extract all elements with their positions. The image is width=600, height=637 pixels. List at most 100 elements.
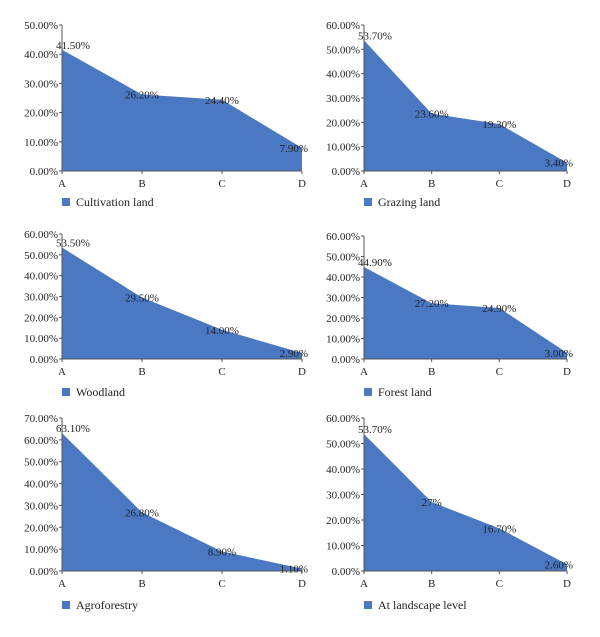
x-tick-label: B (428, 578, 435, 590)
x-tick-label: C (218, 366, 225, 378)
y-tick-label: 50.00% (24, 20, 58, 32)
x-tick-label: A (360, 578, 368, 590)
data-label: 23.60% (415, 109, 449, 121)
chart-panel-5: 0.00% 10.00% 20.00% 30.00% 40.00% 50.00% 60.00… (24, 413, 308, 612)
y-tick-label: 40.00% (24, 271, 58, 283)
y-tick-label: 20.00% (24, 108, 58, 120)
legend-swatch (62, 388, 70, 396)
y-tick-label: 0.00% (30, 566, 58, 578)
y-tick-label: 30.00% (326, 293, 360, 305)
area-series (62, 433, 302, 571)
legend-swatch (364, 601, 372, 609)
x-tick-label: D (298, 366, 306, 378)
y-tick-label: 40.00% (326, 464, 360, 476)
data-label: 3.40% (545, 158, 573, 170)
y-tick-label: 30.00% (326, 93, 360, 105)
y-tick-label: 10.00% (24, 137, 58, 149)
legend-label: Agroforestry (76, 598, 138, 612)
x-tick-label: C (218, 578, 225, 590)
x-tick-label: C (496, 366, 503, 378)
x-tick-label: D (563, 578, 571, 590)
y-tick-label: 20.00% (326, 117, 360, 129)
x-tick-label: B (138, 178, 145, 190)
y-tick-label: 20.00% (326, 515, 360, 527)
data-label: 27% (422, 497, 442, 509)
data-label: 1.10% (280, 564, 308, 576)
data-label: 2.60% (545, 559, 573, 571)
legend-swatch (364, 388, 372, 396)
legend-label: Grazing land (378, 195, 440, 209)
legend-swatch (62, 198, 70, 206)
data-label: 41.50% (56, 40, 90, 52)
area-series (364, 40, 567, 171)
chart-panel-6: 0.00% 10.00% 20.00% 30.00% 40.00% 50.00% 60.00… (326, 413, 573, 612)
data-label: 14.00% (205, 325, 239, 337)
area-series (62, 247, 302, 359)
data-label: 27.20% (415, 298, 449, 310)
legend-label: At landscape level (378, 598, 467, 612)
y-tick-label: 0.00% (332, 354, 360, 366)
data-label: 19.30% (482, 119, 516, 131)
area-series (62, 49, 302, 171)
x-tick-label: A (58, 578, 66, 590)
chart-panel-3: 0.00% 10.00% 20.00% 30.00% 40.00% 50.00% 60.00… (24, 229, 308, 399)
data-label: 53.50% (56, 238, 90, 250)
data-label: 63.10% (56, 423, 90, 435)
y-tick-label: 0.00% (30, 354, 58, 366)
data-label: 3.00% (545, 348, 573, 360)
y-tick-label: 60.00% (326, 231, 360, 243)
y-tick-label: 0.00% (332, 166, 360, 178)
x-tick-label: C (496, 178, 503, 190)
legend-label: Woodland (76, 385, 125, 399)
y-tick-label: 50.00% (326, 252, 360, 264)
y-tick-label: 50.00% (326, 44, 360, 56)
x-tick-label: D (563, 366, 571, 378)
y-tick-label: 60.00% (24, 435, 58, 447)
y-tick-label: 40.00% (24, 49, 58, 61)
data-label: 2.90% (280, 348, 308, 360)
area-series (364, 434, 567, 571)
y-tick-label: 10.00% (24, 333, 58, 345)
y-tick-label: 10.00% (24, 544, 58, 556)
x-tick-label: A (360, 366, 368, 378)
y-tick-label: 70.00% (24, 413, 58, 425)
y-tick-label: 20.00% (24, 522, 58, 534)
x-tick-label: D (563, 178, 571, 190)
y-tick-label: 50.00% (24, 250, 58, 262)
x-tick-label: A (58, 366, 66, 378)
data-label: 24.90% (482, 303, 516, 315)
legend-swatch (364, 198, 372, 206)
legend-swatch (62, 601, 70, 609)
x-tick-label: C (496, 578, 503, 590)
data-label: 53.70% (358, 424, 392, 436)
data-label: 16.70% (482, 523, 516, 535)
x-tick-label: B (428, 178, 435, 190)
area-series (364, 267, 567, 359)
data-label: 53.70% (358, 30, 392, 42)
y-tick-label: 10.00% (326, 142, 360, 154)
legend-label: Cultivation land (76, 195, 154, 209)
y-tick-label: 10.00% (326, 334, 360, 346)
y-tick-label: 40.00% (24, 479, 58, 491)
data-label: 29.50% (125, 293, 159, 305)
y-tick-label: 30.00% (24, 500, 58, 512)
y-tick-label: 30.00% (24, 292, 58, 304)
y-tick-label: 30.00% (24, 78, 58, 90)
legend-label: Forest land (378, 385, 432, 399)
chart-panel-2: 0.00% 10.00% 20.00% 30.00% 40.00% 50.00% 60.00… (326, 20, 573, 209)
y-tick-label: 60.00% (326, 413, 360, 425)
y-tick-label: 0.00% (332, 566, 360, 578)
chart-panel-1: 0.00% 10.00% 20.00% 30.00% 40.00% 50.00% A B C D 4… (24, 20, 308, 209)
y-tick-label: 50.00% (24, 457, 58, 469)
data-label: 26.80% (125, 507, 159, 519)
y-tick-label: 20.00% (24, 312, 58, 324)
y-tick-label: 60.00% (326, 20, 360, 32)
y-tick-label: 20.00% (326, 313, 360, 325)
x-tick-label: C (218, 178, 225, 190)
x-tick-label: A (360, 178, 368, 190)
data-label: 24.40% (205, 95, 239, 107)
data-label: 44.90% (358, 257, 392, 269)
y-tick-label: 50.00% (326, 439, 360, 451)
data-label: 7.90% (280, 143, 308, 155)
x-tick-label: B (138, 578, 145, 590)
